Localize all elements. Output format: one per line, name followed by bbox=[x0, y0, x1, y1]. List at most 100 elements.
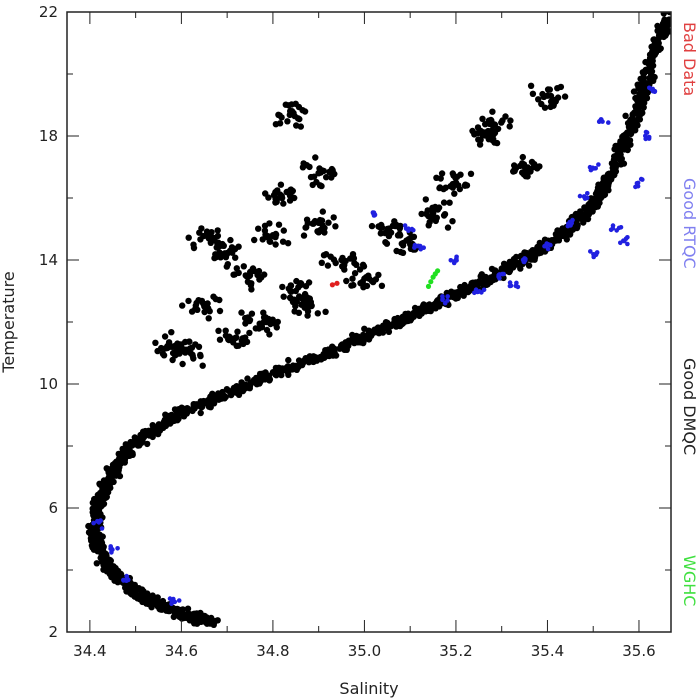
point-good-dmqc bbox=[432, 203, 439, 211]
point-good-dmqc bbox=[251, 267, 258, 275]
point-good-dmqc bbox=[561, 93, 569, 100]
point-good-dmqc bbox=[327, 253, 334, 260]
point-good-dmqc bbox=[552, 98, 559, 105]
point-good-dmqc bbox=[215, 327, 222, 334]
point-good-dmqc bbox=[312, 154, 319, 161]
x-tick-label: 35.4 bbox=[531, 642, 564, 660]
point-good-dmqc bbox=[325, 219, 332, 226]
point-good-dmqc bbox=[263, 326, 271, 334]
point-good-rtqc bbox=[108, 544, 113, 549]
point-good-dmqc bbox=[655, 34, 663, 42]
point-good-dmqc bbox=[190, 241, 197, 248]
point-good-dmqc bbox=[182, 338, 189, 346]
point-good-dmqc bbox=[216, 249, 223, 256]
point-good-dmqc bbox=[251, 236, 258, 244]
point-good-dmqc bbox=[285, 102, 292, 109]
series-wghc bbox=[425, 268, 441, 289]
point-good-dmqc bbox=[116, 472, 124, 480]
point-good-dmqc bbox=[475, 136, 482, 143]
point-good-dmqc bbox=[300, 232, 308, 239]
point-good-dmqc bbox=[246, 272, 254, 279]
point-good-dmqc bbox=[231, 271, 238, 278]
point-bad-data bbox=[329, 282, 335, 288]
point-good-dmqc bbox=[324, 262, 332, 269]
point-good-rtqc bbox=[643, 129, 649, 135]
point-good-dmqc bbox=[531, 247, 539, 254]
point-good-dmqc bbox=[98, 538, 105, 545]
point-good-dmqc bbox=[216, 336, 224, 343]
point-good-dmqc bbox=[306, 295, 313, 302]
point-good-rtqc bbox=[596, 162, 601, 167]
point-good-dmqc bbox=[316, 182, 324, 189]
x-tick-label: 35.6 bbox=[622, 642, 655, 660]
point-good-dmqc bbox=[545, 86, 552, 93]
point-good-dmqc bbox=[396, 230, 403, 238]
point-good-dmqc bbox=[541, 104, 549, 111]
point-good-dmqc bbox=[456, 288, 463, 295]
point-good-dmqc bbox=[267, 320, 274, 328]
point-good-rtqc bbox=[412, 245, 417, 250]
point-good-dmqc bbox=[665, 16, 671, 23]
point-good-dmqc bbox=[198, 225, 205, 232]
point-good-dmqc bbox=[205, 315, 212, 322]
point-good-dmqc bbox=[440, 212, 448, 219]
point-good-dmqc bbox=[660, 12, 667, 17]
point-good-dmqc bbox=[315, 219, 322, 226]
point-good-dmqc bbox=[440, 185, 447, 193]
point-good-dmqc bbox=[316, 165, 323, 172]
point-good-rtqc bbox=[448, 258, 454, 263]
point-good-dmqc bbox=[179, 302, 186, 309]
point-good-dmqc bbox=[438, 170, 446, 177]
point-good-dmqc bbox=[322, 308, 329, 315]
point-good-dmqc bbox=[393, 247, 400, 255]
point-good-rtqc bbox=[417, 243, 423, 249]
point-good-rtqc bbox=[172, 599, 178, 605]
point-good-dmqc bbox=[609, 173, 616, 180]
point-good-dmqc bbox=[275, 364, 283, 371]
point-good-rtqc bbox=[445, 294, 451, 299]
point-good-dmqc bbox=[361, 275, 368, 282]
point-good-dmqc bbox=[309, 181, 316, 189]
point-good-dmqc bbox=[393, 221, 400, 229]
point-good-dmqc bbox=[301, 303, 308, 311]
point-good-dmqc bbox=[452, 179, 460, 186]
point-good-dmqc bbox=[306, 163, 313, 171]
x-tick-label: 34.8 bbox=[256, 642, 289, 660]
x-tick-label: 34.6 bbox=[165, 642, 198, 660]
point-good-rtqc bbox=[625, 241, 630, 247]
series-good-rtqc bbox=[91, 85, 658, 607]
point-good-dmqc bbox=[385, 328, 393, 335]
point-good-dmqc bbox=[624, 129, 631, 136]
point-good-dmqc bbox=[528, 158, 536, 166]
point-good-dmqc bbox=[329, 344, 337, 352]
point-good-dmqc bbox=[303, 216, 311, 223]
point-good-dmqc bbox=[209, 390, 216, 397]
y-tick-label: 14 bbox=[39, 251, 58, 269]
point-good-dmqc bbox=[519, 153, 526, 161]
point-good-dmqc bbox=[425, 212, 432, 220]
point-good-dmqc bbox=[285, 285, 292, 292]
point-good-dmqc bbox=[307, 173, 315, 181]
point-good-dmqc bbox=[175, 415, 182, 422]
point-good-dmqc bbox=[338, 256, 345, 264]
point-good-dmqc bbox=[185, 297, 192, 305]
point-good-dmqc bbox=[474, 124, 482, 131]
point-good-dmqc bbox=[170, 613, 177, 621]
point-good-dmqc bbox=[434, 300, 442, 307]
point-good-dmqc bbox=[330, 214, 337, 221]
series-bad-data bbox=[329, 280, 340, 288]
point-good-dmqc bbox=[529, 90, 537, 98]
point-good-dmqc bbox=[289, 298, 297, 306]
series-good-dmqc bbox=[85, 12, 671, 628]
point-good-dmqc bbox=[666, 12, 671, 16]
point-good-dmqc bbox=[219, 388, 226, 396]
point-good-dmqc bbox=[500, 260, 508, 267]
point-good-rtqc bbox=[91, 520, 96, 526]
point-good-dmqc bbox=[145, 600, 152, 608]
point-good-rtqc bbox=[608, 227, 614, 233]
point-good-dmqc bbox=[152, 339, 159, 346]
point-good-dmqc bbox=[300, 160, 307, 167]
point-good-rtqc bbox=[124, 578, 129, 583]
point-good-dmqc bbox=[180, 413, 188, 420]
y-axis-title: Temperature bbox=[0, 271, 18, 373]
